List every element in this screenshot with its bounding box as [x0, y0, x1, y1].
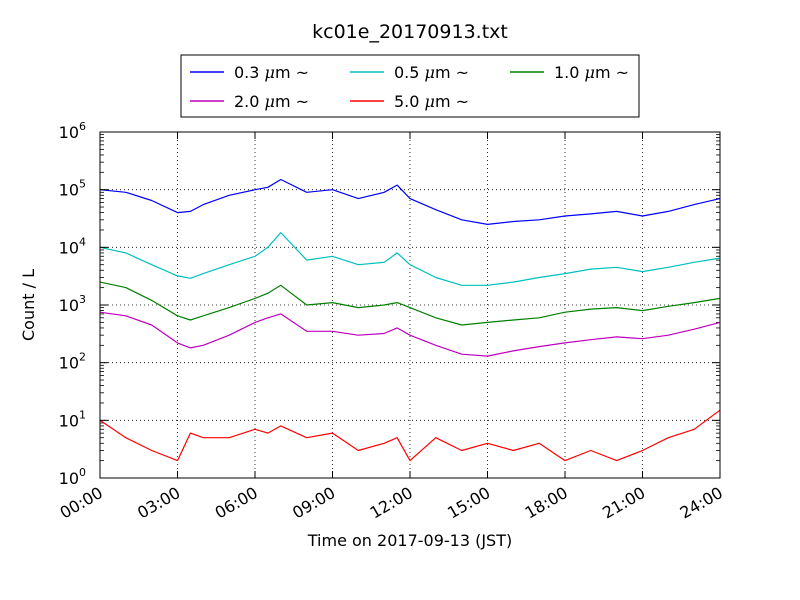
y-tick-label: 106	[59, 120, 86, 142]
y-tick-label: 102	[59, 351, 86, 373]
legend-label-3: 2.0 μm ~	[234, 92, 309, 111]
y-tick-label: 103	[59, 293, 86, 315]
series-line-2	[99, 281, 721, 326]
y-tick-exponent: 2	[79, 351, 86, 364]
x-tick-label: 03:00	[134, 483, 183, 523]
y-tick-exponent: 0	[79, 466, 86, 479]
series-line-3	[99, 311, 721, 357]
x-tick-label: 18:00	[522, 483, 571, 523]
y-tick-exponent: 3	[79, 293, 86, 306]
x-axis-label: Time on 2017-09-13 (JST)	[307, 531, 512, 550]
legend-label-2: 1.0 μm ~	[554, 63, 629, 82]
x-tick-label: 24:00	[677, 483, 726, 523]
x-tick-label: 15:00	[444, 483, 493, 523]
x-tick-label: 21:00	[599, 483, 648, 523]
legend-label-1: 0.5 μm ~	[394, 63, 469, 82]
y-tick-exponent: 1	[79, 408, 86, 421]
series-line-1	[99, 232, 721, 286]
x-tick-label: 00:00	[57, 483, 106, 523]
legend-label-4: 5.0 μm ~	[394, 92, 469, 111]
y-tick-label: 104	[59, 235, 86, 257]
y-tick-exponent: 5	[79, 178, 86, 191]
y-axis-label: Count / L	[19, 269, 38, 341]
y-tick-label: 101	[59, 408, 86, 430]
legend-box	[180, 54, 640, 118]
x-tick-label: 06:00	[212, 483, 261, 523]
x-tick-label: 09:00	[289, 483, 338, 523]
series-line-4	[99, 409, 721, 462]
chart-title: kc01e_20170913.txt	[312, 21, 508, 43]
y-tick-label: 105	[59, 178, 86, 200]
y-tick-label: 100	[59, 466, 86, 488]
series-line-0	[99, 178, 721, 225]
legend-label-0: 0.3 μm ~	[234, 63, 309, 82]
y-tick-exponent: 6	[79, 120, 86, 133]
x-tick-label: 12:00	[367, 483, 416, 523]
y-tick-exponent: 4	[79, 235, 86, 248]
